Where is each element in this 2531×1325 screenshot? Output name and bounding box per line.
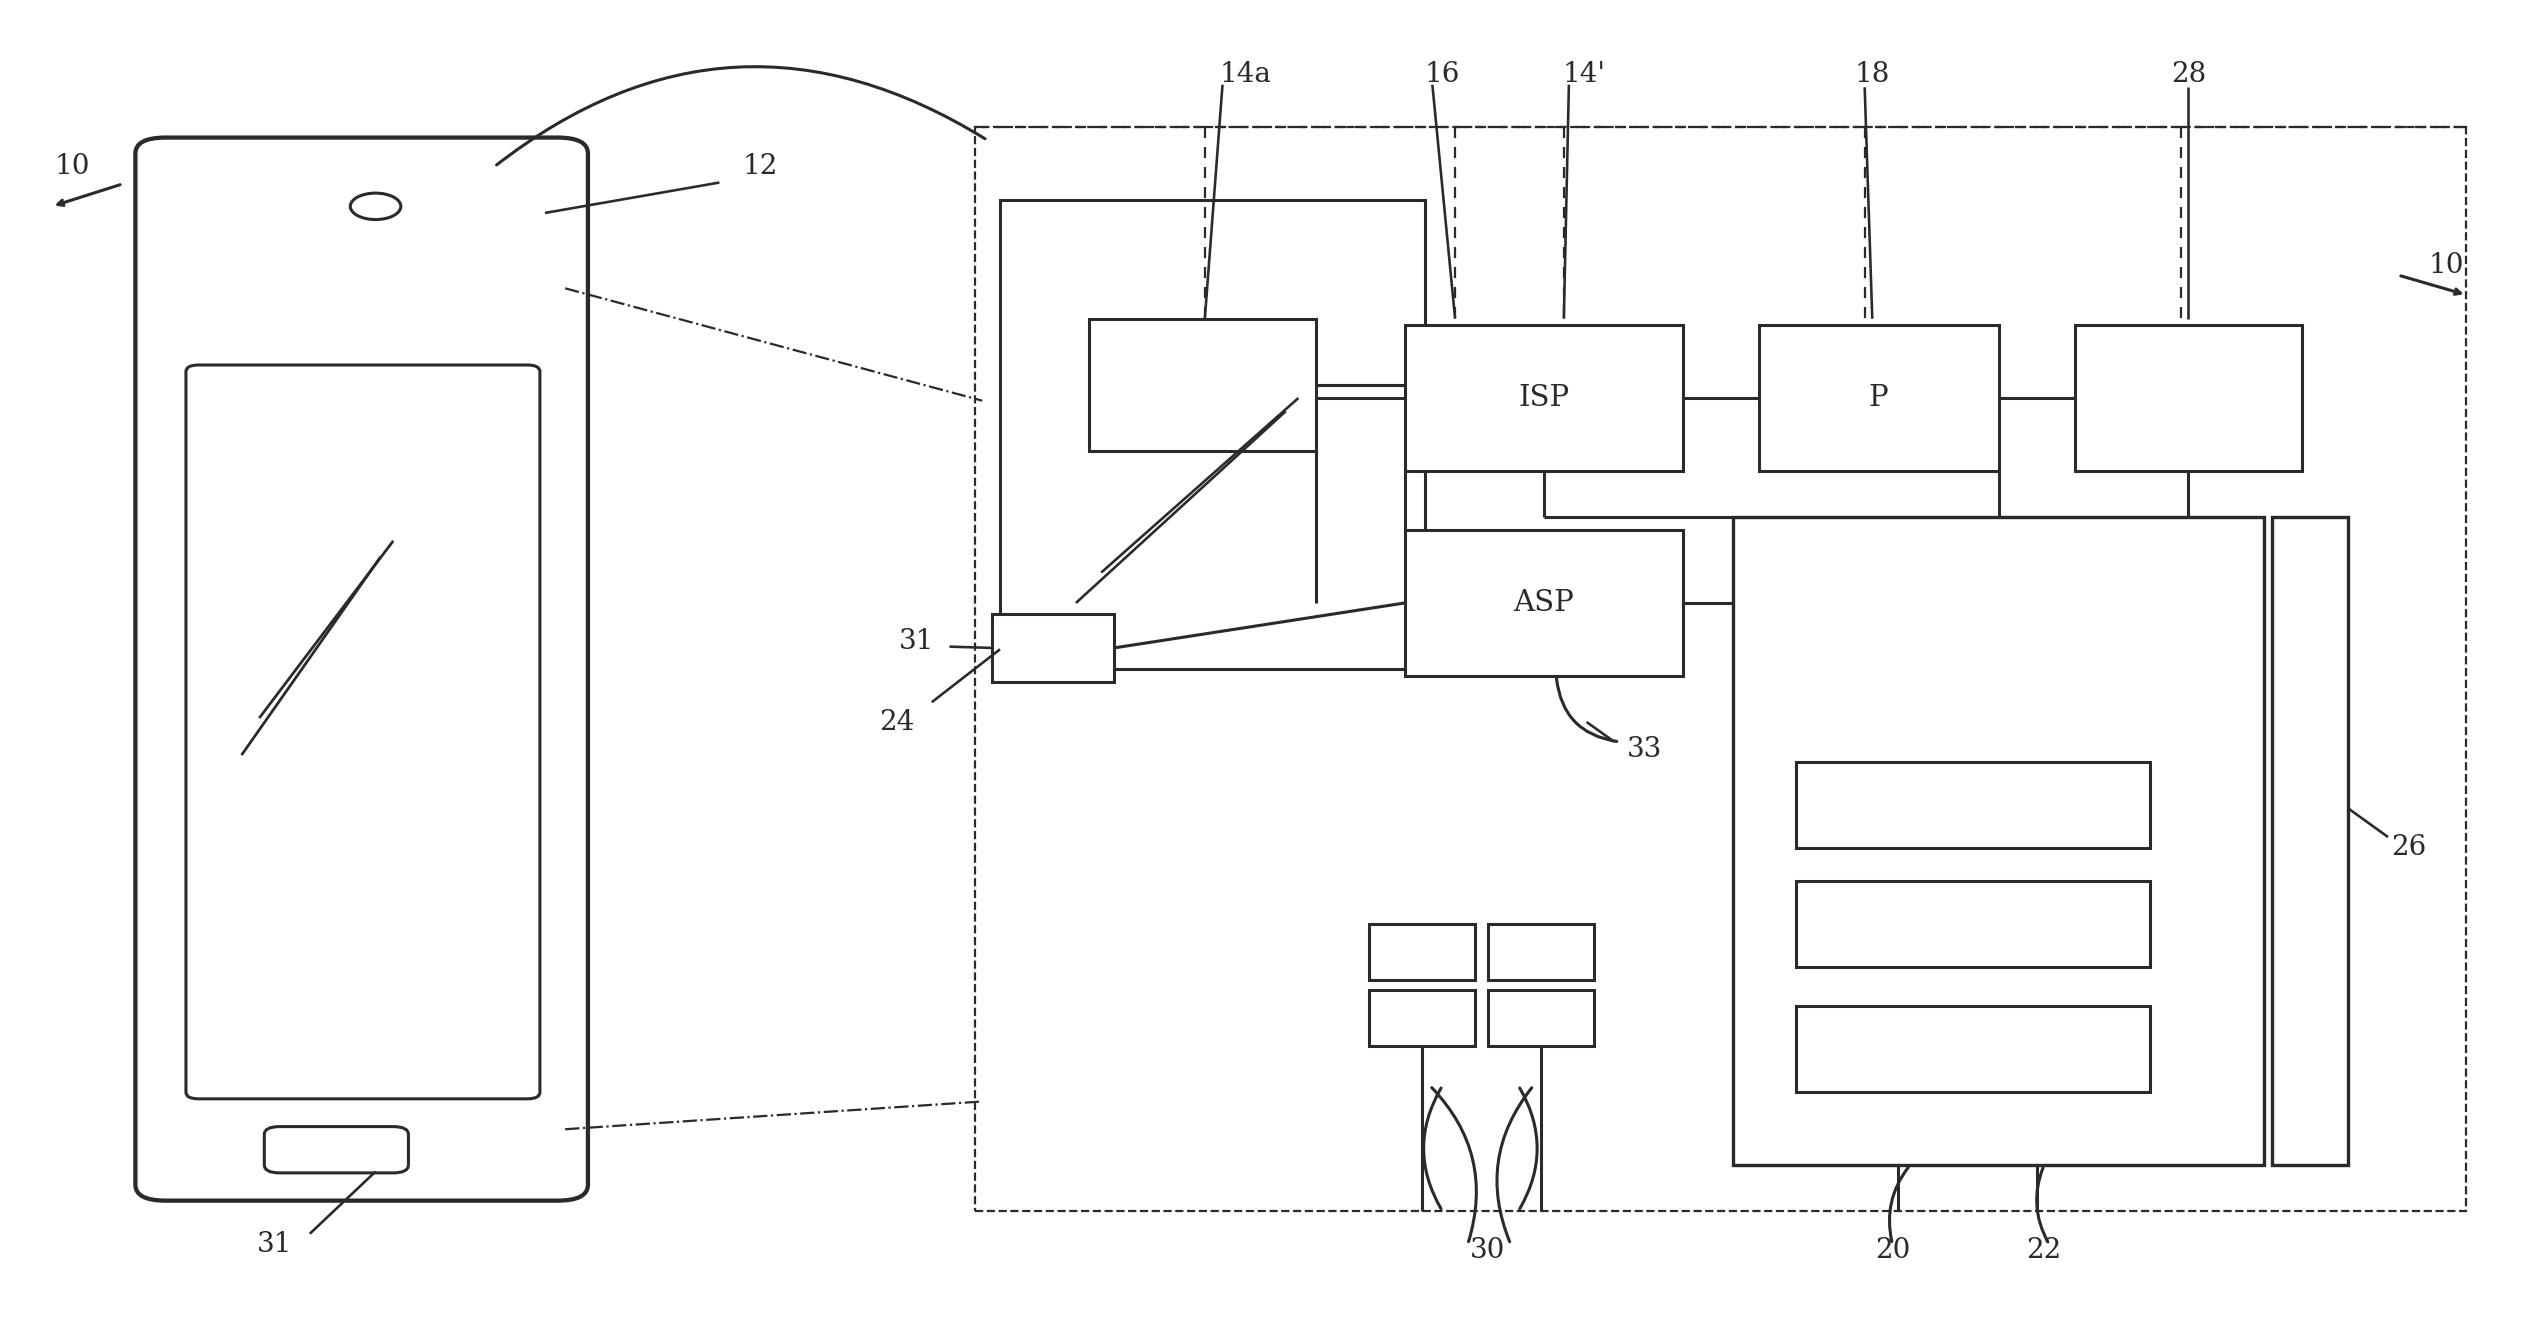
Text: ISP: ISP [1519, 384, 1569, 412]
Bar [1088, 319, 1316, 450]
Text: 24: 24 [878, 709, 914, 735]
FancyBboxPatch shape [134, 138, 587, 1200]
Bar [974, 127, 2465, 1211]
FancyBboxPatch shape [263, 1126, 407, 1173]
Text: 10: 10 [2427, 252, 2465, 280]
Bar [2273, 517, 2349, 1165]
Bar [1405, 326, 1683, 470]
Bar [1797, 1006, 2151, 1092]
Bar [1734, 517, 2265, 1165]
Bar [1488, 925, 1595, 979]
FancyBboxPatch shape [185, 364, 539, 1098]
Text: 18: 18 [1855, 61, 1891, 87]
Text: 31: 31 [256, 1231, 291, 1257]
Text: 33: 33 [1627, 737, 1663, 763]
Bar [1488, 990, 1595, 1045]
Text: 22: 22 [2027, 1238, 2063, 1264]
Bar [1797, 762, 2151, 848]
Bar [1000, 200, 1425, 669]
Bar [992, 613, 1114, 682]
Text: 20: 20 [1875, 1238, 1911, 1264]
Text: 28: 28 [2172, 61, 2207, 87]
Text: ASP: ASP [1514, 590, 1574, 617]
Bar [1369, 990, 1476, 1045]
Bar [1405, 530, 1683, 676]
Text: 16: 16 [1425, 61, 1460, 87]
Bar [1369, 925, 1476, 979]
Text: 26: 26 [2392, 835, 2425, 861]
Bar [2075, 326, 2303, 470]
Bar [1797, 881, 2151, 967]
Text: 12: 12 [742, 154, 777, 180]
Text: 30: 30 [1471, 1238, 1506, 1264]
Text: 10: 10 [56, 154, 91, 180]
Text: 14': 14' [1562, 61, 1605, 87]
Text: 14a: 14a [1220, 61, 1271, 87]
Text: 31: 31 [899, 628, 934, 655]
Text: P: P [1868, 384, 1888, 412]
Bar [1759, 326, 1999, 470]
